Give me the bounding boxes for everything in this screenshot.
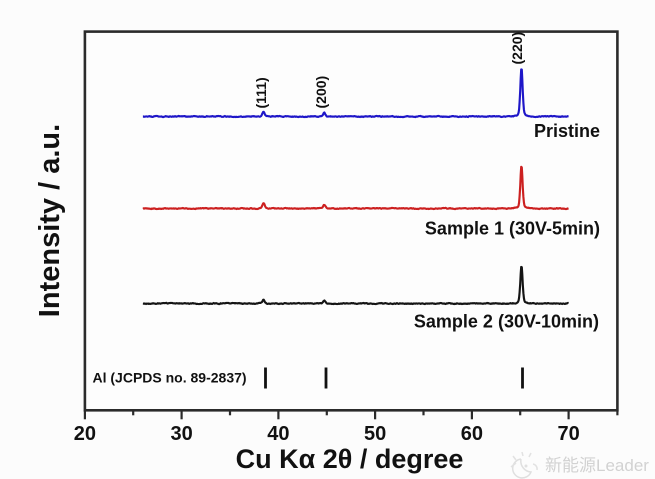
svg-text:Cu Kα 2θ / degree: Cu Kα 2θ / degree bbox=[236, 444, 464, 474]
svg-text:50: 50 bbox=[364, 423, 386, 445]
svg-text:Sample 2 (30V-10min): Sample 2 (30V-10min) bbox=[414, 312, 599, 332]
svg-text:Al (JCPDS no. 89-2837): Al (JCPDS no. 89-2837) bbox=[93, 370, 247, 386]
svg-text:70: 70 bbox=[557, 423, 579, 445]
svg-text:(220): (220) bbox=[509, 32, 525, 65]
svg-text:(111): (111) bbox=[253, 77, 269, 108]
svg-text:20: 20 bbox=[74, 423, 96, 445]
svg-text:30: 30 bbox=[170, 423, 192, 445]
svg-text:新能源Leader: 新能源Leader bbox=[545, 456, 649, 475]
svg-text:Intensity / a.u.: Intensity / a.u. bbox=[34, 124, 66, 317]
svg-text:Sample 1 (30V-5min): Sample 1 (30V-5min) bbox=[425, 219, 600, 239]
svg-text:40: 40 bbox=[267, 423, 289, 445]
svg-text:60: 60 bbox=[461, 423, 483, 445]
svg-text:(200): (200) bbox=[313, 76, 329, 109]
svg-text:Pristine: Pristine bbox=[534, 121, 600, 141]
